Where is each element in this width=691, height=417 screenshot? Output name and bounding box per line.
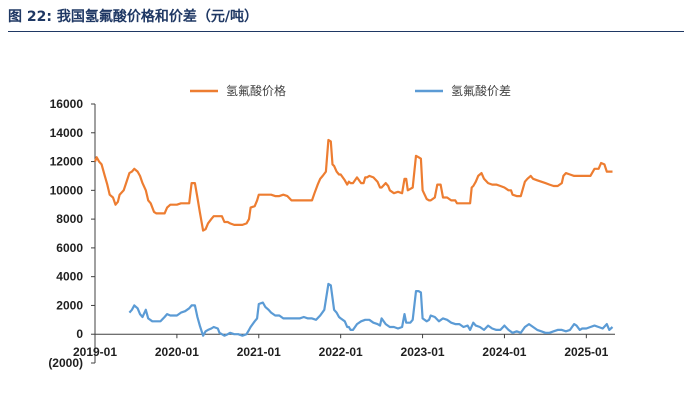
y-tick-label: 4000 (56, 270, 83, 284)
x-tick-label: 2022-01 (319, 345, 363, 359)
y-tick-label: 12000 (50, 155, 84, 169)
series-line-price (93, 138, 613, 232)
chart-legend: 氢氟酸价格 氢氟酸价差 (190, 83, 511, 98)
x-tick-label: 2023-01 (401, 345, 445, 359)
x-axis: 2019-01 2020-01 2021-01 2022-01 2023-01 2024-… (73, 333, 615, 359)
y-tick-label: 10000 (50, 183, 84, 197)
legend-label: 氢氟酸价差 (451, 83, 511, 98)
legend-label: 氢氟酸价格 (226, 83, 286, 98)
x-tick-label: 2021-01 (237, 345, 281, 359)
x-tick-label: 2025-01 (564, 345, 608, 359)
figure-title: 图 22: 我国氢氟酸价格和价差（元/吨） (8, 9, 258, 25)
y-tick-label: 6000 (56, 241, 83, 255)
y-tick-label: 0 (76, 327, 83, 341)
series-layer (93, 138, 614, 337)
y-tick-label: 8000 (56, 212, 83, 226)
y-tick-label: (2000) (48, 356, 83, 370)
series-line-spread (128, 282, 614, 337)
y-tick-label: 2000 (56, 298, 83, 312)
title-divider (8, 31, 684, 32)
x-tick-label: 2024-01 (482, 345, 526, 359)
x-tick-label: 2019-01 (73, 345, 117, 359)
y-axis: (2000) 0 2000 4000 6000 8000 10000 12000 14000 16… (48, 97, 96, 370)
x-tick-label: 2020-01 (155, 345, 199, 359)
y-tick-label: 14000 (50, 126, 84, 140)
y-tick-label: 16000 (50, 97, 84, 111)
